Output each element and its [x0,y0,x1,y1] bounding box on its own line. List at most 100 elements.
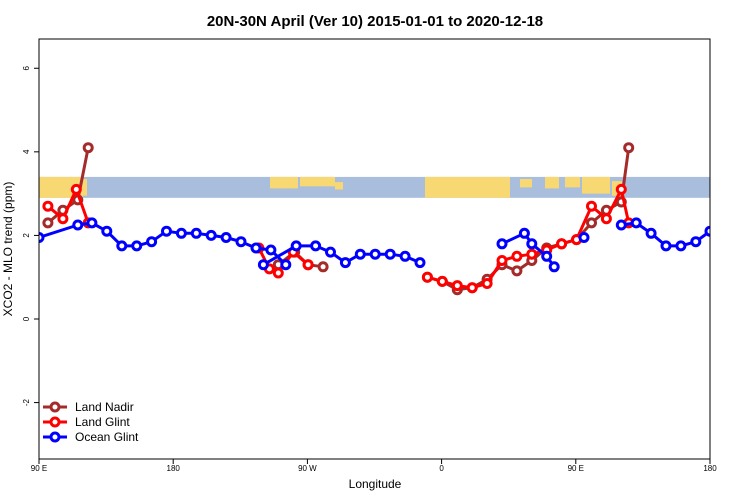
ocean-glint-point [541,250,553,262]
x-tick-label: 0 [439,464,444,473]
y-tick-label: 6 [22,65,31,70]
y-tick-label: -2 [22,398,31,406]
ocean-glint-point [630,217,642,229]
ocean-glint-point [384,248,396,260]
land-glint-point [436,275,448,287]
ocean-glint-point [72,219,84,231]
ocean-glint-point [354,248,366,260]
land-glint-point [586,200,597,212]
ocean-glint-point [578,232,590,243]
y-axis-label: XCO2 - MLO trend (ppm) [1,182,15,317]
ocean-glint-point [190,227,202,239]
ocean-glint-point [265,244,277,256]
x-tick-label: 180 [703,464,717,473]
land-glint-point [496,255,508,266]
ocean-glint-point [235,236,247,248]
map-land [582,176,610,194]
map-ocean [39,176,710,198]
y-tick-label: 4 [22,149,31,154]
plot-frame [38,38,711,460]
land-nadir-point [511,265,523,277]
land-glint-point [57,213,69,225]
land-glint-point [511,250,523,262]
map-land [300,176,335,187]
axes: 90 E 180 90 W 0 90 E 180 -2 0 2 4 6 [22,65,717,473]
ocean-glint-point [39,232,45,243]
land-nadir-point [42,217,54,229]
ocean-glint-point [290,240,302,252]
land-nadir-point [623,142,635,154]
map-land [425,176,510,198]
chart-title: 20N-30N April (Ver 10) 2015-01-01 to 202… [207,13,543,30]
ocean-glint-point [257,259,269,271]
ocean-glint-point [116,240,128,252]
land-glint-line [46,187,90,224]
ocean-glint-point [131,240,143,252]
ocean-glint-point [161,225,172,237]
legend-marker-land-nadir [49,401,61,413]
land-glint-point [481,278,493,289]
legend-marker-ocean-glint [49,431,61,443]
ocean-glint-line [262,244,421,267]
ocean-glint-point [548,261,560,273]
x-tick-label: 90 E [568,464,584,473]
land-glint-point [556,238,568,250]
land-glint-point [70,183,82,195]
ocean-glint-point [280,259,292,271]
land-glint-point [615,183,627,195]
legend-label-ocean-glint: Ocean Glint [75,430,139,444]
ocean-glint-point [339,257,351,269]
ocean-glint-point [518,227,530,239]
ocean-glint-line [39,221,287,266]
legend-marker-land-glint [49,416,61,428]
land-glint-point [421,271,433,283]
ocean-glint-point [369,248,381,260]
y-tick-label: 2 [22,233,31,238]
map-land [520,179,532,188]
land-glint-point [272,267,284,279]
map-land [565,176,580,188]
land-glint-point [451,280,463,292]
ocean-glint-point [325,246,336,258]
land-glint-point [600,213,612,225]
ocean-glint-point [250,242,262,254]
ocean-glint-point [205,229,217,241]
ocean-glint-point [86,217,98,229]
ocean-glint-point [399,250,411,262]
ocean-glint-point [704,225,710,237]
world-map-strip [39,176,710,198]
land-glint-point [302,259,314,271]
x-tick-label: 90 W [298,464,317,473]
land-nadir-point [317,261,329,273]
ocean-glint-point [526,238,538,250]
land-nadir-point [586,217,597,229]
ocean-glint-point [310,240,322,252]
ocean-glint-point [220,232,232,243]
land-glint-point [42,200,54,212]
ocean-glint-point [690,236,702,248]
ocean-glint-point [101,225,113,237]
legend-label-land-nadir: Land Nadir [75,400,134,414]
ocean-glint-point [660,240,672,252]
ocean-glint-point [675,240,687,252]
ocean-glint-point [414,257,426,269]
y-tick-label: 0 [22,316,31,321]
land-glint-point [466,282,478,294]
ocean-glint-point [615,219,627,231]
legend-label-land-glint: Land Glint [75,415,130,429]
land-glint-point [526,248,538,260]
land-nadir-point [82,142,94,154]
x-tick-label: 90 E [31,464,47,473]
x-tick-label: 180 [167,464,181,473]
ocean-glint-point [175,227,187,239]
x-axis-label: Longitude [349,477,402,491]
series-layer [39,142,710,296]
ocean-glint-point [496,238,508,250]
ocean-glint-point [645,227,657,239]
ocean-glint-point [146,236,158,248]
map-land [335,182,343,190]
land-nadir-line [426,147,631,292]
map-land [270,176,298,189]
